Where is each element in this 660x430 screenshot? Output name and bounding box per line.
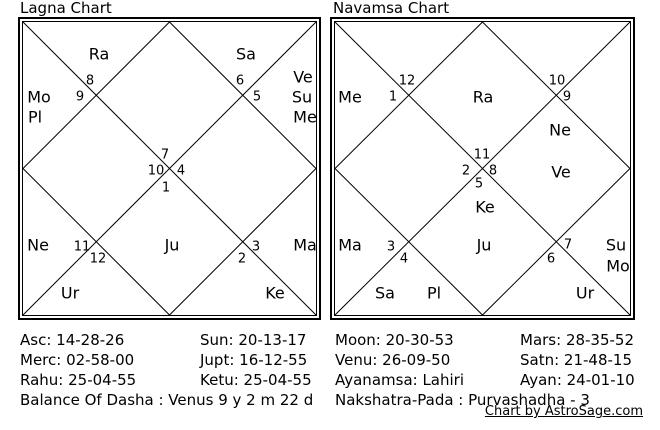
- detail-line: Rahu: 25-04-55: [20, 371, 137, 389]
- detail-line: Jupt: 16-12-55: [200, 351, 308, 369]
- house-number-3: 3: [251, 239, 261, 255]
- planet-label-me: Me: [293, 107, 317, 127]
- planet-label-sa: Sa: [375, 283, 395, 303]
- house-number-1: 1: [388, 89, 398, 105]
- planet-label-ke: Ke: [475, 197, 495, 217]
- navamsa-chart-grid: [330, 17, 635, 320]
- detail-line: Ayan: 24-01-10: [520, 371, 635, 389]
- lagna-chart: Ra Sa Mo Pl Ve Su Me Ne Ju Ma Ur Ke 8 9 6 5 7 10 4 1 11 12 3 2: [18, 17, 321, 320]
- planet-label-pl: Pl: [27, 107, 43, 127]
- astrosage-credit-link[interactable]: Chart by AstroSage.com: [484, 404, 643, 419]
- house-number-7: 7: [563, 237, 573, 253]
- planet-label-ke: Ke: [265, 283, 285, 303]
- nakshatra-pada-text: Nakshatra-Pada : Purvashadha - 3: [335, 391, 590, 409]
- lagna-positions-column-1: Asc: 14-28-26 Merc: 02-58-00 Rahu: 25-04-5…: [20, 330, 136, 390]
- house-number-10: 10: [147, 163, 165, 179]
- detail-line: Venu: 26-09-50: [335, 351, 451, 369]
- planet-label-ur: Ur: [60, 283, 80, 303]
- navamsa-positions-column-2: Mars: 28-35-52 Satn: 21-48-15 Ayan: 24-01-…: [520, 330, 635, 390]
- house-number-10: 10: [548, 73, 566, 89]
- planet-label-ju: Ju: [476, 235, 492, 255]
- house-number-12: 12: [89, 251, 107, 267]
- detail-line: Satn: 21-48-15: [520, 351, 633, 369]
- balance-of-dasha-text: Balance Of Dasha : Venus 9 y 2 m 22 d: [20, 391, 314, 409]
- house-number-8: 8: [488, 163, 498, 179]
- planet-label-ve: Ve: [551, 162, 571, 182]
- planet-label-ma: Ma: [338, 235, 362, 255]
- house-number-5: 5: [474, 176, 484, 192]
- house-number-6: 6: [235, 73, 245, 89]
- detail-line: Merc: 02-58-00: [20, 351, 135, 369]
- planet-label-ne: Ne: [549, 120, 571, 140]
- house-number-11: 11: [473, 147, 491, 163]
- planet-label-ju: Ju: [164, 235, 180, 255]
- house-number-9: 9: [75, 89, 85, 105]
- house-number-3: 3: [386, 239, 396, 255]
- detail-line: Mars: 28-35-52: [520, 331, 635, 349]
- planet-label-ve: Ve: [293, 67, 313, 87]
- planet-label-ra: Ra: [472, 87, 494, 107]
- navamsa-chart: Me Ra Ne Ve Ke Ma Ju Su Mo Sa Pl Ur 12 1 10 9 11 2 8 5 3 4 7 6: [330, 17, 635, 320]
- planet-label-sa: Sa: [236, 44, 256, 64]
- house-number-5: 5: [252, 89, 262, 105]
- planet-label-me: Me: [338, 87, 362, 107]
- detail-line: Asc: 14-28-26: [20, 331, 125, 349]
- house-number-2: 2: [461, 163, 471, 179]
- planet-label-mo: Mo: [27, 87, 51, 107]
- detail-line: Ketu: 25-04-55: [200, 371, 312, 389]
- planet-label-su: Su: [605, 235, 627, 255]
- house-number-2: 2: [237, 251, 247, 267]
- detail-line: Ayanamsa: Lahiri: [335, 371, 465, 389]
- detail-line: Sun: 20-13-17: [200, 331, 307, 349]
- house-number-12: 12: [398, 73, 416, 89]
- lagna-chart-title: Lagna Chart: [20, 0, 112, 17]
- planet-label-su: Su: [291, 87, 313, 107]
- lagna-positions-column-2: Sun: 20-13-17 Jupt: 16-12-55 Ketu: 25-04-5…: [200, 330, 312, 390]
- house-number-11: 11: [73, 239, 91, 255]
- planet-label-ne: Ne: [27, 235, 49, 255]
- house-number-9: 9: [562, 89, 572, 105]
- planet-label-mo: Mo: [606, 256, 630, 276]
- planet-label-pl: Pl: [426, 283, 442, 303]
- house-number-6: 6: [546, 251, 556, 267]
- house-number-1: 1: [161, 180, 171, 196]
- navamsa-positions-column-1: Moon: 20-30-53 Venu: 26-09-50 Ayanamsa: La…: [335, 330, 464, 390]
- house-number-8: 8: [85, 73, 95, 89]
- house-number-4: 4: [399, 251, 409, 267]
- detail-line: Moon: 20-30-53: [335, 331, 454, 349]
- lagna-chart-grid: [18, 17, 321, 320]
- planet-label-ma: Ma: [293, 235, 317, 255]
- house-number-4: 4: [176, 163, 186, 179]
- navamsa-chart-title: Navamsa Chart: [333, 0, 450, 17]
- house-number-7: 7: [160, 147, 170, 163]
- planet-label-ra: Ra: [88, 44, 110, 64]
- planet-label-ur: Ur: [575, 283, 595, 303]
